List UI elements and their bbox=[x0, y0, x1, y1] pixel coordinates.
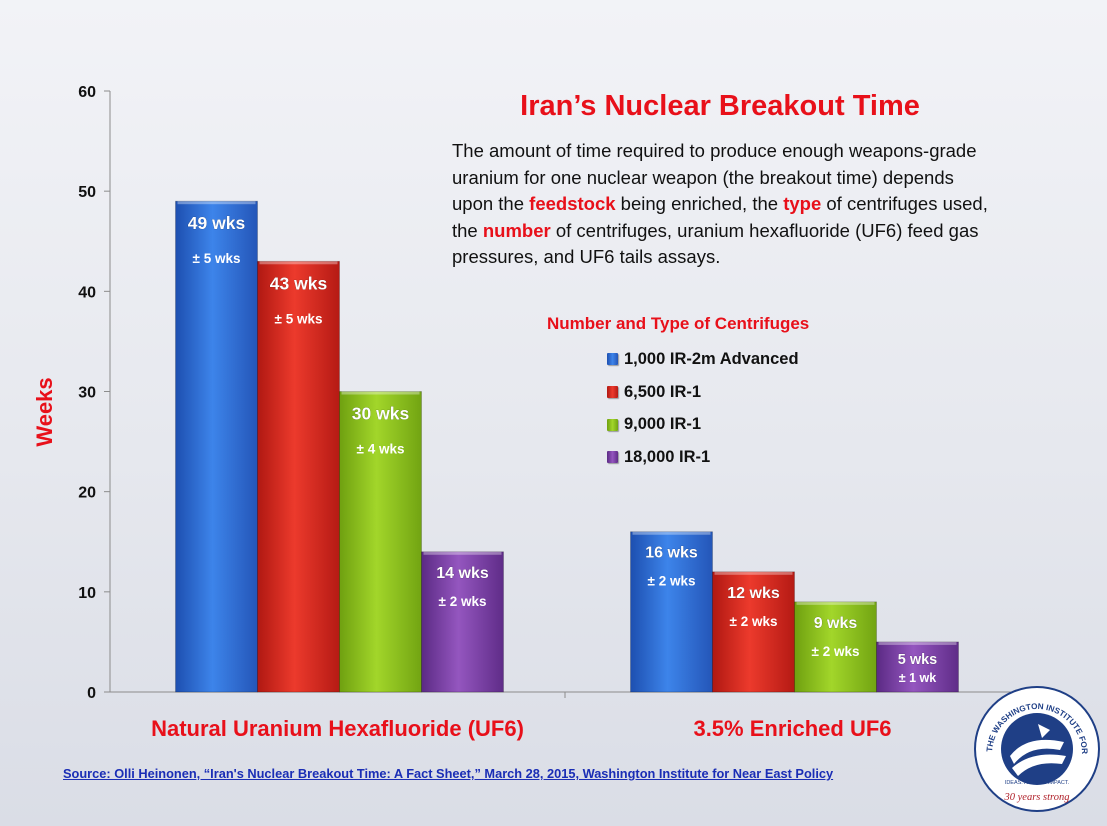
legend-item: 6,500 IR-1 bbox=[607, 376, 799, 409]
legend-item: 18,000 IR-1 bbox=[607, 441, 799, 474]
source-link[interactable]: Source: Olli Heinonen, “Iran's Nuclear B… bbox=[63, 766, 834, 781]
bar-error-label: ± 2 wks bbox=[730, 614, 778, 629]
y-tick-label: 60 bbox=[78, 84, 96, 101]
logo-tagline: IDEAS. ACTION. IMPACT. bbox=[1005, 780, 1070, 786]
logo-anniversary: 30 years strong bbox=[1004, 792, 1070, 803]
bar-error-label: ± 2 wks bbox=[648, 574, 696, 589]
x-category-label: Natural Uranium Hexafluoride (UF6) bbox=[151, 716, 524, 741]
keyword-type: type bbox=[783, 193, 822, 214]
bar-value-label: 43 wks bbox=[270, 273, 328, 293]
bar-value-label: 14 wks bbox=[436, 565, 489, 582]
legend-label: 6,500 IR-1 bbox=[624, 382, 702, 401]
bar bbox=[175, 200, 258, 693]
bar-error-label: ± 4 wks bbox=[357, 442, 405, 457]
legend-swatch-purple bbox=[607, 451, 618, 464]
y-tick-label: 10 bbox=[78, 585, 96, 602]
bar-value-label: 30 wks bbox=[352, 404, 410, 424]
y-tick-label: 20 bbox=[78, 485, 96, 502]
description-text: The amount of time required to produce e… bbox=[452, 140, 977, 214]
legend-title: Number and Type of Centrifuges bbox=[547, 314, 810, 333]
bar-error-label: ± 2 wks bbox=[439, 594, 487, 609]
keyword-number: number bbox=[482, 219, 551, 241]
description-text: of centrifuges used, the bbox=[452, 193, 988, 241]
bar bbox=[257, 260, 340, 693]
bar-error-label: ± 5 wks bbox=[193, 251, 241, 266]
bar-highlight bbox=[632, 531, 711, 535]
y-tick-label: 0 bbox=[87, 685, 96, 702]
bar-highlight bbox=[177, 201, 256, 205]
bar-value-label: 12 wks bbox=[727, 585, 780, 602]
bar bbox=[339, 391, 422, 693]
bar bbox=[876, 641, 959, 693]
legend-item: 9,000 IR-1 bbox=[607, 408, 799, 441]
bar-highlight bbox=[878, 641, 957, 645]
bar-highlight bbox=[423, 551, 502, 555]
bar-error-label: ± 2 wks bbox=[812, 644, 860, 659]
bar-value-label: 16 wks bbox=[645, 545, 698, 562]
bar-highlight bbox=[714, 571, 793, 575]
y-axis-title: Weeks bbox=[32, 377, 57, 446]
legend-label: 1,000 IR-2m Advanced bbox=[624, 349, 799, 368]
bar-value-label: 5 wks bbox=[898, 652, 938, 668]
y-tick-label: 30 bbox=[78, 385, 96, 402]
bar bbox=[712, 571, 795, 693]
bar-error-label: ± 5 wks bbox=[275, 311, 323, 326]
chart-title: Iran’s Nuclear Breakout Time bbox=[520, 90, 920, 122]
x-category-label: 3.5% Enriched UF6 bbox=[693, 716, 891, 741]
bar-highlight bbox=[796, 601, 875, 605]
legend-label: 9,000 IR-1 bbox=[624, 415, 702, 434]
y-tick-label: 40 bbox=[78, 284, 96, 301]
legend-label: 18,000 IR-1 bbox=[624, 447, 711, 466]
bar-value-label: 9 wks bbox=[814, 615, 858, 632]
y-tick-label: 50 bbox=[78, 184, 96, 201]
description-text: of centrifuges, uranium hexafluoride (UF… bbox=[452, 219, 979, 268]
bar-value-label: 49 wks bbox=[188, 213, 246, 233]
bar-error-label: ± 1 wk bbox=[899, 671, 936, 685]
washington-institute-logo: THE WASHINGTON INSTITUTE FOR NEAR EAST P… bbox=[972, 684, 1100, 812]
description-text: being enriched, the bbox=[615, 193, 784, 214]
legend-swatch-green bbox=[607, 418, 618, 431]
keyword-feedstock: feedstock bbox=[529, 193, 616, 214]
bar bbox=[794, 601, 877, 693]
bar-highlight bbox=[341, 391, 420, 395]
chart-description: The amount of time required to produce e… bbox=[452, 138, 992, 271]
legend: 1,000 IR-2m Advanced 6,500 IR-1 9,000 IR… bbox=[607, 343, 799, 474]
bar bbox=[630, 531, 713, 693]
bar bbox=[421, 551, 504, 693]
bar-highlight bbox=[259, 261, 338, 265]
legend-swatch-red bbox=[607, 386, 618, 399]
legend-swatch-blue bbox=[607, 353, 618, 366]
legend-item: 1,000 IR-2m Advanced bbox=[607, 343, 799, 376]
